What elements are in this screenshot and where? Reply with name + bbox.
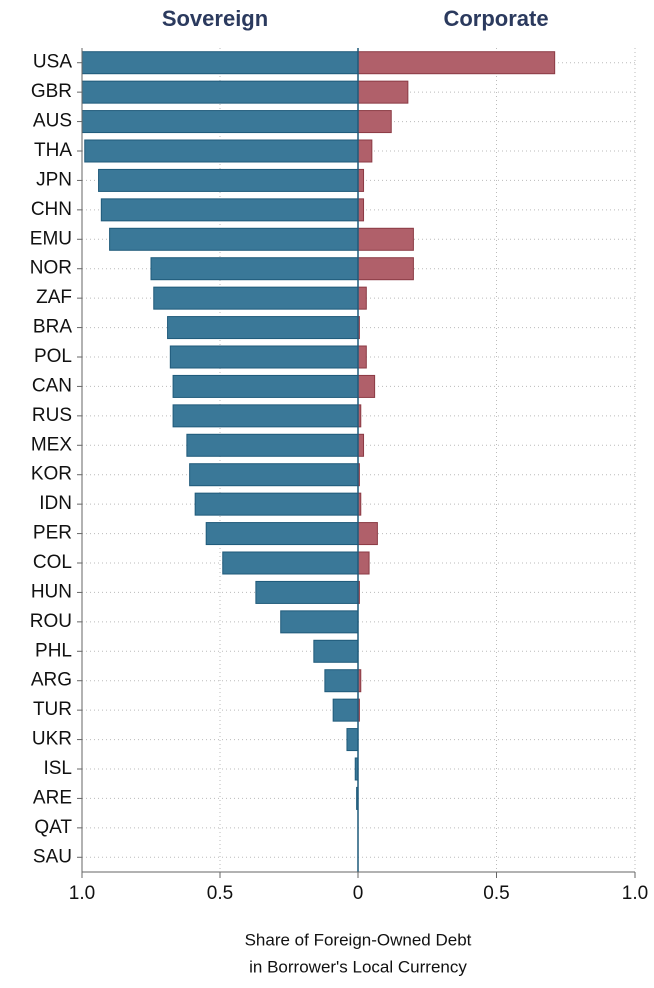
y-tick-label: GBR bbox=[31, 81, 72, 102]
bar bbox=[186, 433, 359, 457]
y-tick-label: AUS bbox=[33, 111, 72, 132]
bar bbox=[357, 522, 378, 546]
right-header: Corporate bbox=[443, 6, 548, 31]
bar bbox=[172, 374, 359, 398]
y-tick-label: RUS bbox=[32, 405, 72, 426]
bar bbox=[109, 227, 359, 251]
bar bbox=[357, 433, 365, 457]
bar bbox=[153, 286, 359, 310]
y-tick-label: PER bbox=[33, 523, 72, 544]
bar bbox=[357, 139, 373, 163]
bar bbox=[357, 110, 392, 134]
y-tick-label: ARG bbox=[31, 670, 72, 691]
bar bbox=[81, 51, 359, 75]
bar bbox=[81, 80, 359, 104]
x-tick-label: 0 bbox=[353, 883, 364, 904]
bar bbox=[222, 551, 359, 575]
bar bbox=[357, 168, 365, 192]
bar bbox=[357, 198, 365, 222]
bar bbox=[100, 198, 359, 222]
bar bbox=[357, 257, 414, 281]
bar bbox=[280, 610, 359, 634]
y-tick-label: CHN bbox=[31, 199, 72, 220]
bar bbox=[150, 257, 359, 281]
y-tick-label: TUR bbox=[33, 699, 72, 720]
y-tick-label: MEX bbox=[31, 434, 73, 455]
y-tick-label: CAN bbox=[32, 375, 72, 396]
y-tick-label: POL bbox=[34, 346, 72, 367]
left-header: Sovereign bbox=[162, 6, 268, 31]
y-tick-label: QAT bbox=[34, 817, 72, 838]
bar bbox=[332, 698, 359, 722]
y-tick-label: KOR bbox=[31, 464, 72, 485]
y-tick-label: JPN bbox=[36, 169, 72, 190]
bar bbox=[84, 139, 359, 163]
bar bbox=[346, 728, 359, 752]
bar bbox=[357, 51, 556, 75]
y-tick-label: HUN bbox=[31, 581, 72, 602]
bar bbox=[357, 286, 367, 310]
bar bbox=[81, 110, 359, 134]
bar bbox=[324, 669, 359, 693]
y-tick-label: SAU bbox=[33, 846, 72, 867]
bar bbox=[357, 345, 367, 369]
y-tick-label: ISL bbox=[43, 758, 72, 779]
bar bbox=[357, 374, 376, 398]
bar bbox=[357, 80, 409, 104]
y-tick-label: PHL bbox=[35, 640, 72, 661]
y-tick-label: IDN bbox=[39, 493, 72, 514]
bar bbox=[313, 639, 359, 663]
x-tick-label: 1.0 bbox=[622, 883, 648, 904]
bar bbox=[357, 551, 370, 575]
bar bbox=[172, 404, 359, 428]
x-axis-title: Share of Foreign-Owned Debt bbox=[245, 930, 472, 949]
y-tick-label: BRA bbox=[33, 317, 72, 338]
x-tick-label: 0.5 bbox=[207, 883, 233, 904]
y-tick-label: UKR bbox=[32, 729, 72, 750]
y-tick-label: COL bbox=[33, 552, 72, 573]
y-tick-label: THA bbox=[34, 140, 72, 161]
bar bbox=[189, 463, 359, 487]
y-tick-label: ARE bbox=[33, 787, 72, 808]
x-axis-title: in Borrower's Local Currency bbox=[249, 957, 467, 976]
y-tick-label: USA bbox=[33, 52, 72, 73]
bar bbox=[167, 316, 359, 340]
bar bbox=[169, 345, 359, 369]
y-tick-label: EMU bbox=[30, 228, 72, 249]
y-tick-label: NOR bbox=[30, 258, 72, 279]
y-tick-label: ZAF bbox=[36, 287, 72, 308]
bar bbox=[255, 580, 359, 604]
bar bbox=[205, 522, 359, 546]
y-tick-label: ROU bbox=[30, 611, 72, 632]
bar bbox=[357, 227, 414, 251]
x-tick-label: 1.0 bbox=[69, 883, 95, 904]
bar bbox=[194, 492, 359, 516]
x-tick-label: 0.5 bbox=[483, 883, 509, 904]
bar bbox=[98, 168, 359, 192]
